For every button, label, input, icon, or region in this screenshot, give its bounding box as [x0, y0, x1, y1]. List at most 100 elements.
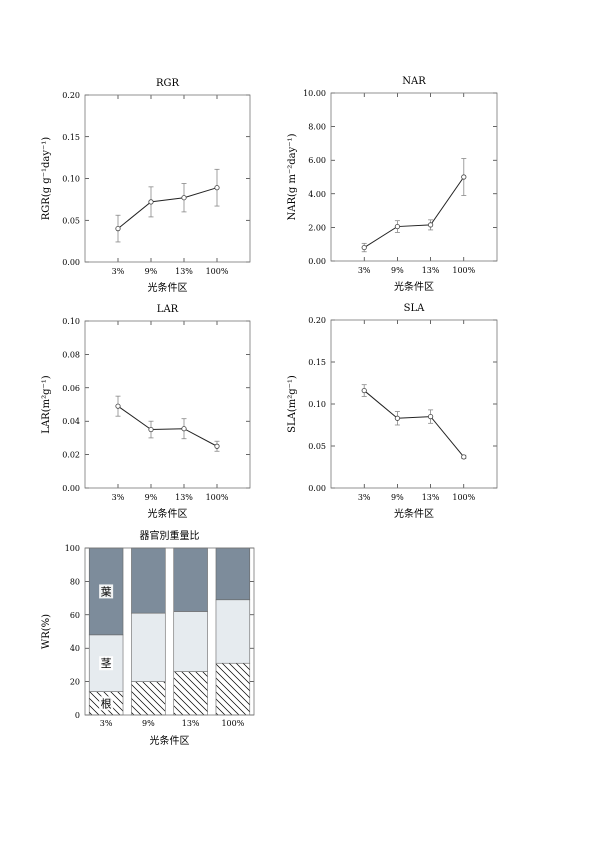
data-point: [115, 226, 121, 232]
x-tick-label: 3%: [112, 493, 125, 502]
chart-title: NAR: [402, 76, 426, 87]
y-tick-label: 0.02: [62, 451, 80, 460]
y-tick-label: 6.00: [308, 156, 326, 165]
x-tick-label: 3%: [100, 719, 113, 728]
y-axis-label: WR(%): [41, 614, 52, 649]
y-tick-label: 0: [75, 711, 80, 720]
y-tick-label: 20: [70, 678, 80, 687]
data-point: [115, 403, 121, 409]
x-axis-label: 光条件区: [394, 280, 434, 293]
bar-segment-葉: [173, 547, 208, 612]
bar-segment-茎: [215, 599, 251, 664]
x-tick-label: 13%: [182, 719, 200, 728]
series-line: [117, 405, 218, 447]
y-tick-label: 0.05: [62, 216, 80, 225]
y-tick-label: 0.10: [62, 175, 80, 184]
x-tick-label: 13%: [422, 266, 440, 275]
x-tick-label: 100%: [206, 493, 229, 502]
x-tick-label: 13%: [422, 493, 440, 502]
chart-NAR-panel: NAR 0.00 2.00 4.00 6.00 8.00 10.00 NAR(g m⁻²day…: [287, 76, 498, 293]
y-tick-label: 0.00: [62, 484, 80, 493]
y-tick-label: 4.00: [308, 190, 326, 199]
data-point: [148, 426, 154, 433]
x-tick-label: 3%: [112, 267, 125, 276]
y-axis-label: RGR(g g⁻¹day⁻¹): [41, 137, 52, 221]
chart-SLA-panel: SLA 0.00 0.05 0.10 0.15 0.20 SLA(m²g⁻¹) 光条件区 3% 9…: [287, 303, 498, 520]
y-tick-label: 0.10: [62, 317, 80, 326]
plot-frame: [330, 92, 498, 262]
segment-label: 根: [101, 696, 112, 710]
y-tick-label: 0.15: [308, 358, 326, 367]
data-point: [148, 199, 154, 205]
x-tick-label: 13%: [175, 493, 193, 502]
y-axis-label: LAR(m²g⁻¹): [41, 375, 52, 433]
segment-label: 茎: [101, 657, 112, 670]
chart-title: 器官別重量比: [140, 529, 200, 542]
data-point: [394, 223, 400, 230]
segment-label-bg: [99, 656, 114, 671]
y-tick-label: 0.20: [62, 91, 80, 100]
x-tick-label: 9%: [391, 493, 404, 502]
x-tick-label: 100%: [452, 493, 475, 502]
y-tick-label: 100: [65, 544, 80, 553]
segment-label: 葉: [101, 584, 112, 598]
series-line: [117, 187, 218, 229]
y-tick-label: 0.05: [308, 442, 326, 451]
data-point: [361, 387, 367, 394]
plot-frame: [330, 319, 498, 489]
y-tick-label: 10.00: [303, 89, 326, 98]
y-tick-label: 80: [70, 577, 80, 586]
y-axis-label: NAR(g m⁻²day⁻¹): [287, 133, 298, 220]
bar-segment-茎: [131, 612, 166, 682]
data-point: [427, 413, 434, 420]
x-axis-label: 光条件区: [148, 507, 188, 520]
bar-segment-葉: [215, 547, 251, 601]
y-tick-label: 0.15: [62, 133, 80, 142]
bar-segment-根: [131, 681, 166, 716]
x-axis-label: 光条件区: [394, 507, 434, 520]
y-tick-label: 0.04: [62, 417, 80, 426]
y-tick-label: 0.10: [308, 400, 326, 409]
data-point: [427, 222, 434, 228]
y-tick-label: 0.06: [62, 384, 80, 393]
bar-segment-葉: [131, 547, 166, 614]
data-point: [214, 185, 220, 191]
chart-title: RGR: [156, 78, 180, 89]
data-point: [181, 195, 187, 201]
y-tick-label: 60: [70, 611, 80, 620]
data-point: [461, 174, 467, 180]
y-tick-label: 0.08: [62, 350, 80, 359]
bar-segment-茎: [173, 611, 208, 672]
plot-frame: [84, 320, 251, 489]
x-tick-label: 100%: [206, 267, 229, 276]
chart-title: SLA: [404, 303, 425, 314]
x-tick-label: 9%: [142, 719, 155, 728]
chart-RGR-panel: RGR 0.00 0.05 0.10 0.15 0.20 RGR(g g⁻¹day⁻¹) 光条…: [41, 78, 251, 294]
x-tick-label: 3%: [358, 266, 371, 275]
y-tick-label: 2.00: [308, 223, 326, 232]
y-tick-label: 8.00: [308, 123, 326, 132]
x-tick-label: 13%: [175, 267, 193, 276]
series-line: [363, 176, 465, 248]
chart-器官別重量比-panel: 器官別重量比 0 20 40 60 80 100 WR(%) 光条件区 根 茎 葉 3% 9% 13% 100…: [41, 529, 255, 747]
x-tick-label: 100%: [452, 266, 475, 275]
bar-segment-根: [173, 671, 208, 716]
x-tick-label: 9%: [145, 267, 158, 276]
y-tick-label: 40: [70, 644, 80, 653]
chart-LAR-panel: LAR 0.00 0.02 0.04 0.06 0.08 0.10 LAR(m²g⁻¹) 光条件…: [41, 304, 251, 520]
data-point: [361, 244, 367, 251]
series-line: [363, 390, 465, 458]
data-point: [181, 426, 187, 432]
x-tick-label: 9%: [391, 266, 404, 275]
x-axis-label: 光条件区: [148, 281, 188, 294]
x-axis-label: 光条件区: [150, 734, 190, 747]
y-tick-label: 0.20: [308, 316, 326, 325]
data-point: [394, 415, 400, 421]
segment-label-bg: [99, 696, 114, 711]
y-tick-label: 0.00: [308, 484, 326, 493]
x-tick-label: 100%: [221, 719, 244, 728]
plot-frame: [84, 94, 251, 263]
data-point: [214, 443, 220, 449]
bar-segment-根: [215, 662, 251, 716]
